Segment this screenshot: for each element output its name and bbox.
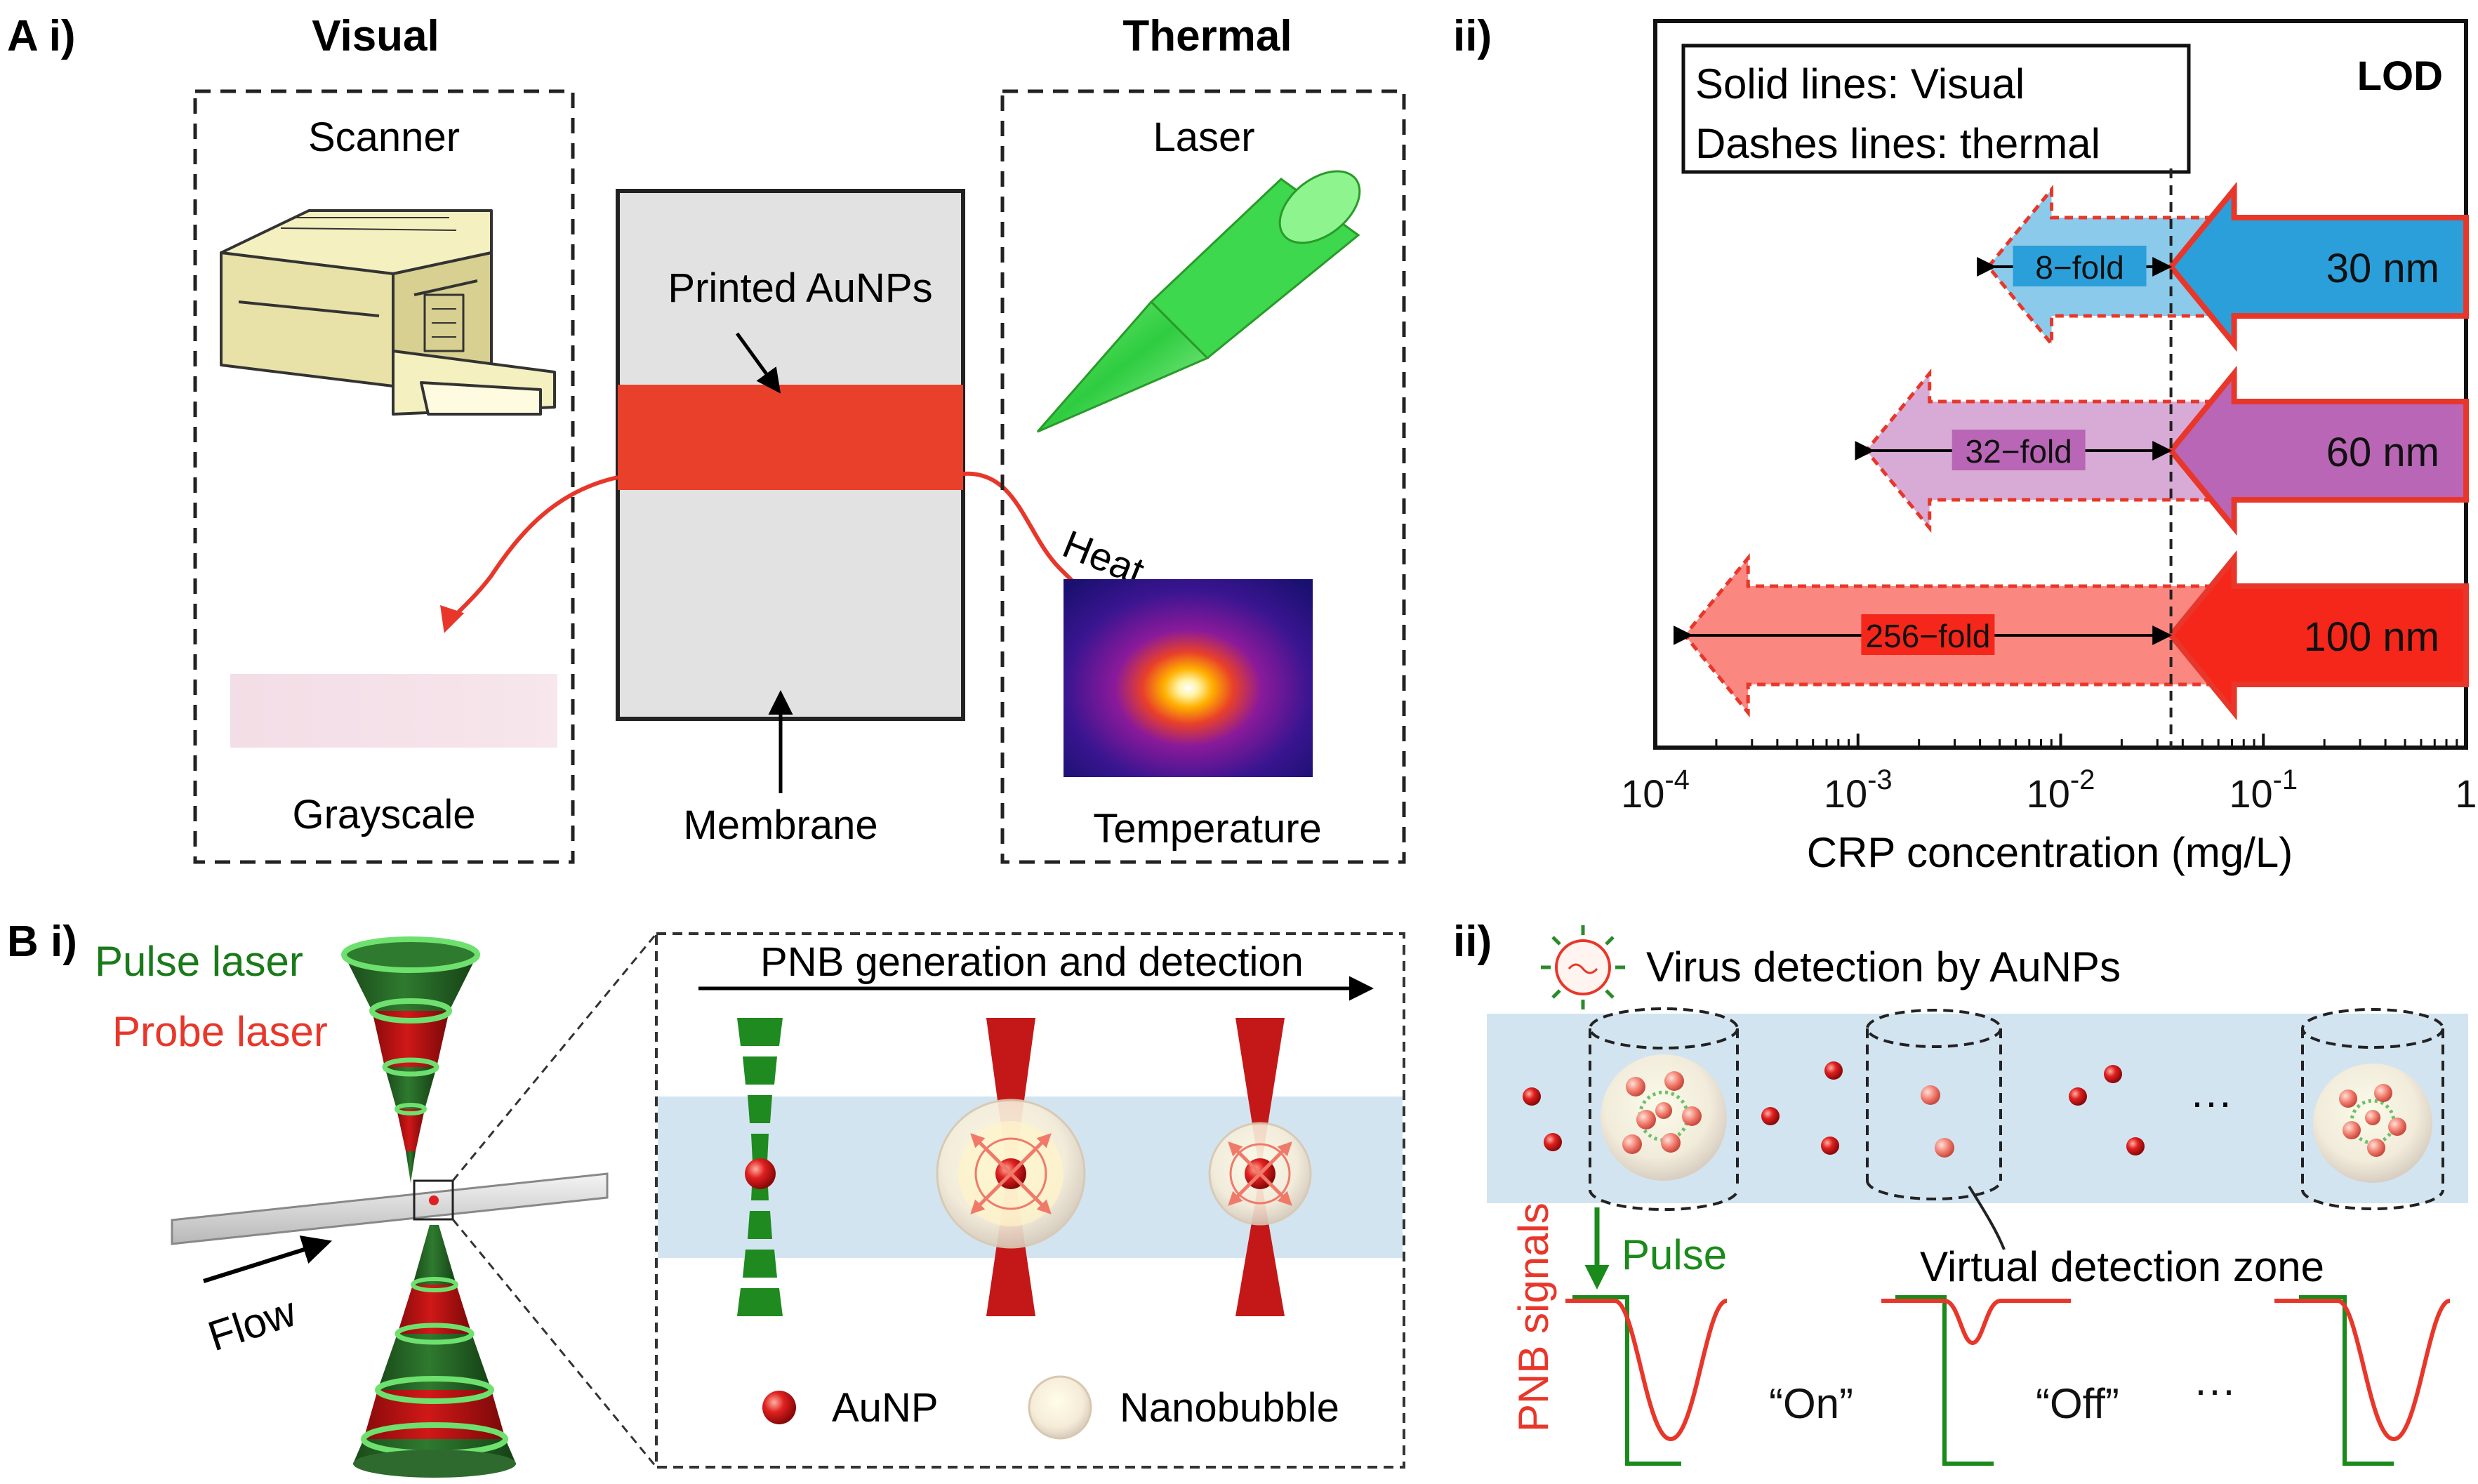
free-aunps [1523,1061,2145,1155]
pulse-laser-label: Pulse laser [95,938,303,985]
x-tick-label-3: 10-1 [2229,764,2298,816]
ellipsis-channel: ··· [2190,1078,2232,1125]
detection-zone-3 [2301,1008,2444,1210]
detection-zone-2 [1866,1009,2002,1200]
x-axis-ticks: 10-4 10-3 10-2 10-1 1 [1621,734,2477,816]
x-tick-label-0: 10-4 [1621,764,1690,816]
panel-a-i: A i) Visual Thermal Scanner Grayscale [7,12,1406,864]
panel-b-ii-label: ii) [1453,917,1492,966]
nanobubble-legend-icon [1028,1375,1092,1440]
expansion-arrows-1 [970,1133,1052,1214]
size-label-1: 60 nm [2326,430,2439,475]
fold-label-1: 32−fold [1966,433,2072,470]
detection-zone-1 [1589,1007,1739,1211]
printed-aunps-label: Printed AuNPs [668,265,932,311]
size-label-2: 100 nm [2304,614,2439,660]
thermal-dashed-box [1000,89,1406,864]
grayscale-label: Grayscale [292,792,475,837]
membrane-label: Membrane [683,802,877,848]
thermal-title: Thermal [1122,12,1292,60]
thermal-image [1064,579,1313,777]
panel-a-ii: ii) LOD Solid lines: Visual Dashes lines… [1453,12,2477,876]
laser-label: Laser [1153,114,1254,160]
laser-icon [1036,170,1361,433]
legend-dashed: Dashes lines: thermal [1695,120,2100,167]
aunp-before [745,1158,776,1189]
panel-b-ii: ii) Virus detection by AuNPs [1453,917,2468,1466]
virus-icon [1541,925,1625,1009]
visual-lod-arrow-0 [2167,181,2469,352]
scanner-label: Scanner [308,114,460,160]
panel-b-i: B i) Pulse laser Probe laser [7,917,1405,1478]
upper-beam-cone [341,936,480,1183]
visual-lod-arrow-1 [2167,365,2469,536]
panel-a-ii-label: ii) [1453,12,1492,60]
chart-legend-box [1681,44,2191,174]
pnb-title: PNB generation and detection [760,939,1304,985]
visual-arrow [440,475,618,633]
grayscale-strip [230,674,557,748]
legend-solid: Solid lines: Visual [1695,60,2025,107]
printed-arrow [735,332,781,394]
fold-label-bg-0 [2013,246,2147,286]
probe-laser-label: Probe laser [112,1008,328,1055]
x-tick-label-4: 1 [2455,771,2477,816]
callout-line-top [451,933,658,1181]
x-tick-label-1: 10-3 [1824,764,1893,816]
ellipsis-signals: ··· [2194,1366,2236,1413]
fold-label-bg-1 [1952,430,2086,470]
lod-bars: 8−fold 30 nm 32−fold 60 nm 256−fold 100 nm [1673,181,2469,721]
focus-zone [413,1179,454,1221]
panel-a-label: A i) [7,12,76,60]
pulse-beam [737,1018,783,1316]
temperature-label: Temperature [1093,806,1322,852]
expansion-arrows-2 [1228,1141,1292,1206]
size-label-0: 30 nm [2326,246,2439,291]
x-tick-label-2: 10-2 [2027,764,2095,816]
virus-title: Virus detection by AuNPs [1646,943,2121,991]
printed-aunps-band [618,385,963,490]
zone-pointer [1968,1185,2006,1250]
panel-b-label: B i) [7,917,77,966]
pnb-signals-axis: PNB signals [1510,1203,1557,1432]
zone-label: Virtual detection zone [1920,1243,2324,1290]
aunp-legend-label: AuNP [832,1385,939,1431]
scanner-icon [220,209,556,416]
visual-title: Visual [312,12,439,60]
off-label: “Off” [2036,1380,2119,1427]
flow-label: Flow [202,1287,302,1360]
on-label: “On” [1769,1380,1853,1427]
flow-channel [171,1172,609,1245]
nanobubble-legend-label: Nanobubble [1120,1385,1339,1431]
lod-label: LOD [2357,53,2443,99]
visual-dashed-box [193,89,575,864]
aunp-legend-icon [762,1391,796,1424]
callout-line-bottom [451,1219,658,1468]
x-axis-label: CRP concentration (mg/L) [1807,829,2293,876]
flow-arrow [203,1235,333,1283]
pulse-label: Pulse [1622,1231,1727,1278]
fold-label-2: 256−fold [1866,618,1991,654]
fold-label-0: 8−fold [2035,249,2124,286]
lower-beam-cone [353,1225,516,1478]
focus-aunp [429,1195,439,1205]
signal-traces: “On” “Off” ··· [1565,1295,2451,1466]
visual-lod-arrow-2 [2167,550,2469,721]
fold-label-bg-2 [1861,614,1995,655]
